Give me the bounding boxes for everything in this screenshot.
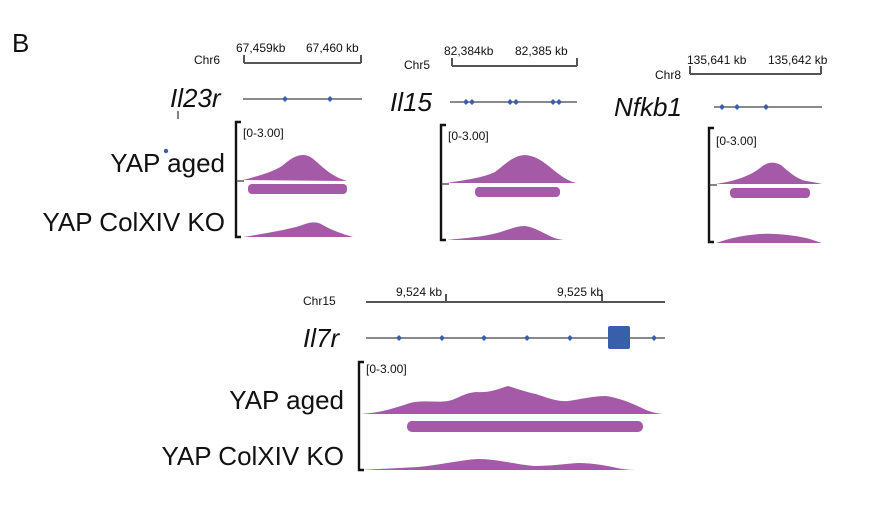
data-range-label: [0-3.00] [448, 129, 489, 143]
gene-model-arrow [734, 104, 740, 110]
chromosome-label: Chr8 [655, 68, 681, 82]
panel-nfkb1: Chr8 135,641 kb 135,642 kb Nfkb1 [0-3.00… [614, 53, 828, 244]
chromosome-label: Chr5 [404, 58, 430, 72]
axis-tick-label: 67,459kb [236, 41, 286, 55]
track-scale-bracket [234, 120, 241, 239]
gene-model-arrow [469, 99, 475, 105]
gene-model-arrow [719, 104, 725, 110]
chromosome-label: Chr6 [194, 53, 220, 67]
data-range-label: [0-3.00] [243, 126, 284, 140]
gene-model-arrow [524, 335, 530, 341]
gene-name: Il7r [303, 323, 340, 353]
gene-exon-block [608, 326, 630, 349]
axis-tick-label: 135,642 kb [768, 53, 828, 67]
gene-model-arrow [396, 335, 402, 341]
panel-il23r: Chr6 67,459kb 67,460 kb Il23r [0-3.00] Y… [42, 41, 362, 239]
gene-model-arrow [651, 335, 657, 341]
data-range-label: [0-3.00] [716, 134, 757, 148]
panel-label: B [12, 28, 29, 58]
signal-track-yap-aged [243, 154, 347, 181]
axis-tick-label: 9,524 kb [396, 285, 442, 299]
peak-call-bar [248, 184, 347, 194]
axis-tick-label: 9,525 kb [557, 285, 603, 299]
chromosome-label: Chr15 [303, 294, 336, 308]
sample-label-yap-aged: YAP aged [110, 148, 225, 178]
gene-model-arrow [481, 335, 487, 341]
gene-model-arrow [550, 99, 556, 105]
panel-il7r: Chr15 9,524 kb 9,525 kb Il7r [0-3.00] YA… [161, 285, 665, 472]
gene-name: Il15 [390, 87, 432, 117]
gene-model-arrow [567, 335, 573, 341]
gene-model-arrow [507, 99, 513, 105]
signal-track-yap-colxiv-ko [243, 222, 353, 237]
gene-model-arrow [463, 99, 469, 105]
signal-track-yap-aged [361, 386, 665, 414]
signal-track-yap-aged [447, 155, 577, 183]
gene-model-arrow [439, 335, 445, 341]
axis-tick-label: 82,385 kb [515, 44, 568, 58]
data-range-label: [0-3.00] [366, 362, 407, 376]
sample-label-yap-aged: YAP aged [229, 385, 344, 415]
signal-track-yap-aged [716, 162, 822, 184]
gene-model-arrow [763, 104, 769, 110]
sample-label-yap-colxiv-ko: YAP ColXIV KO [42, 207, 225, 237]
signal-track-yap-colxiv-ko [447, 226, 566, 240]
gene-model-arrow [513, 99, 519, 105]
signal-track-yap-colxiv-ko [361, 459, 642, 470]
axis-tick-label: 135,641 kb [687, 53, 747, 67]
gene-model-arrow [556, 99, 562, 105]
axis-tick-label: 82,384kb [444, 44, 494, 58]
panel-il15: Chr5 82,384kb 82,385 kb Il15 [0-3.00] [390, 44, 578, 242]
sample-label-yap-colxiv-ko: YAP ColXIV KO [161, 441, 344, 471]
gene-name: Nfkb1 [614, 92, 682, 122]
gene-model-arrow [282, 96, 288, 102]
peak-call-bar [730, 188, 810, 198]
gene-model-arrow [327, 96, 333, 102]
peak-call-bar [407, 421, 643, 432]
peak-call-bar [475, 187, 560, 197]
track-scale-bracket [357, 360, 364, 472]
track-scale-bracket [439, 123, 446, 242]
axis-tick-label: 67,460 kb [306, 41, 359, 55]
gene-name: Il23r [170, 83, 222, 113]
gene-model-marker [163, 148, 169, 154]
signal-track-yap-colxiv-ko [716, 233, 822, 243]
